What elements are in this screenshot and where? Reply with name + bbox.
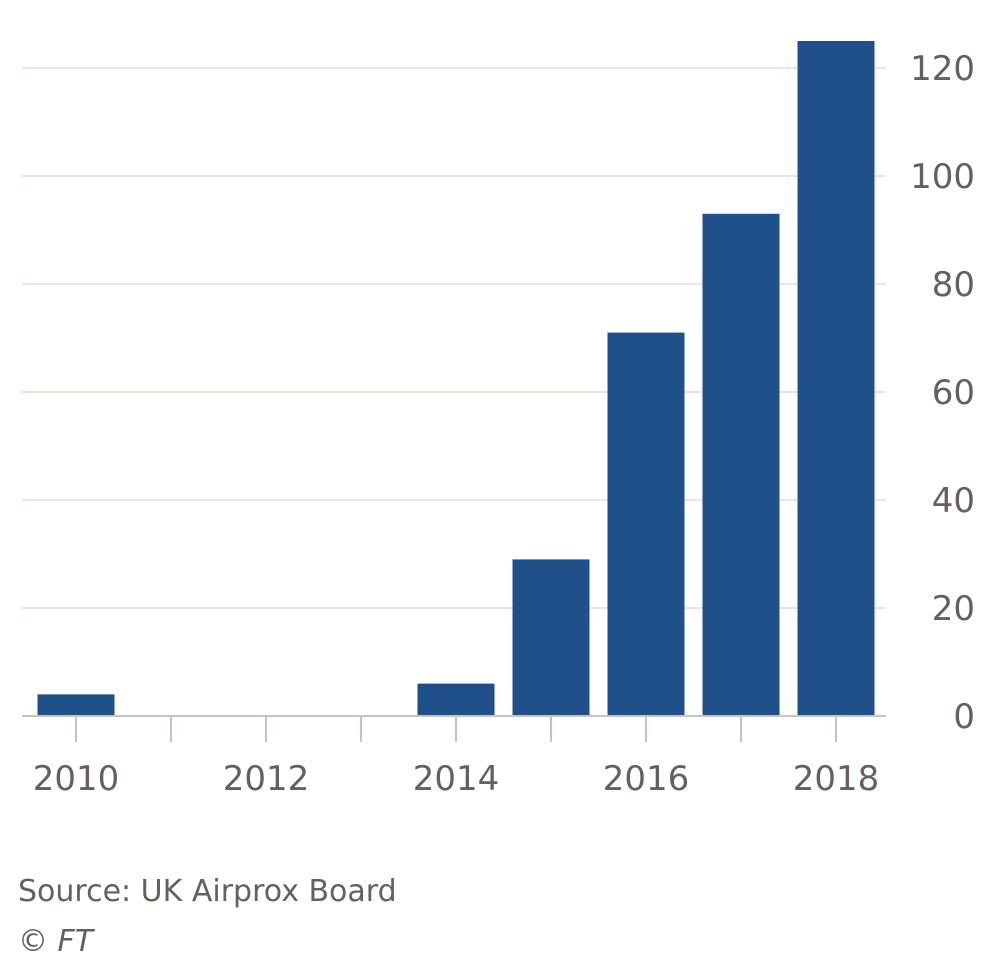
- source-note: Source: UK Airprox Board: [18, 874, 397, 909]
- bars: [37, 41, 875, 717]
- bar-2014: [417, 683, 495, 716]
- y-tick-label-20: 20: [932, 589, 975, 629]
- x-tick-label-2016: 2016: [603, 759, 690, 799]
- copyright-note: © FT: [18, 924, 94, 959]
- y-tick-label-120: 120: [910, 49, 975, 89]
- x-axis: [22, 715, 886, 742]
- x-axis-labels: 2010 2012 2014 2016 2018: [33, 759, 880, 799]
- x-tick-label-2010: 2010: [33, 759, 120, 799]
- bar-2017: [702, 213, 780, 717]
- y-tick-label-100: 100: [910, 157, 975, 197]
- bar-2018: [797, 41, 875, 716]
- y-tick-label-60: 60: [932, 373, 975, 413]
- bar-2016: [607, 332, 685, 716]
- x-tick-label-2014: 2014: [413, 759, 500, 799]
- x-tick-label-2018: 2018: [793, 759, 880, 799]
- bar-2010: [37, 694, 115, 716]
- y-axis-labels: 0 20 40 60 80 100 120: [910, 49, 975, 737]
- x-tick-label-2012: 2012: [223, 759, 310, 799]
- y-tick-label-80: 80: [932, 265, 975, 305]
- bar-2015: [512, 559, 590, 716]
- y-tick-label-40: 40: [932, 481, 975, 521]
- y-tick-label-0: 0: [953, 697, 975, 737]
